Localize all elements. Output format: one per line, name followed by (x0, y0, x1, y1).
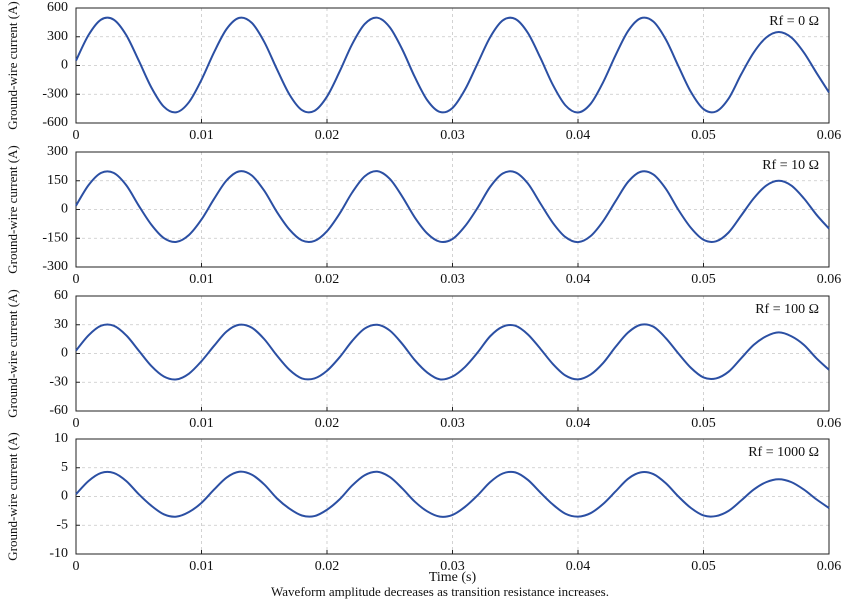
y-tick-label: -30 (49, 374, 68, 389)
y-tick-label: 5 (61, 460, 68, 475)
x-tick-label: 0.05 (691, 416, 716, 431)
x-tick-label: 0.06 (817, 559, 842, 574)
waveform-line (75, 470, 830, 518)
x-tick-label: 0.05 (691, 272, 716, 287)
y-tick-label: -60 (49, 403, 68, 418)
y-tick-label: 30 (54, 317, 68, 332)
x-tick-label: 0 (73, 128, 80, 143)
x-tick-label: 0.03 (440, 416, 465, 431)
x-tick-label: 0.01 (189, 559, 214, 574)
x-tick-label: 0 (73, 559, 80, 574)
y-tick-label: -300 (42, 259, 68, 274)
x-tick-label: 0.04 (566, 272, 591, 287)
waveform-line (75, 170, 830, 244)
x-tick-label: 0.06 (817, 416, 842, 431)
y-axis-label: Ground-wire current (A) (5, 145, 20, 274)
x-tick-label: 0.01 (189, 416, 214, 431)
x-tick-label: 0.04 (566, 416, 591, 431)
y-axis-label: Ground-wire current (A) (5, 1, 20, 130)
y-tick-label: -150 (42, 230, 68, 245)
plot-frame (75, 7, 830, 124)
waveform-line (75, 16, 830, 114)
plot-frame (75, 438, 830, 555)
annotation: Rf = 0 Ω (769, 14, 819, 29)
y-tick-label: 300 (47, 144, 68, 159)
x-tick-label: 0.02 (315, 272, 340, 287)
x-tick-label: 0.02 (315, 559, 340, 574)
y-tick-label: 150 (47, 173, 68, 188)
y-tick-label: 300 (47, 29, 68, 44)
annotation: Rf = 10 Ω (762, 158, 819, 173)
y-tick-label: -300 (42, 86, 68, 101)
x-tick-label: 0.03 (440, 272, 465, 287)
y-tick-label: 600 (47, 0, 68, 15)
annotation: Rf = 100 Ω (755, 302, 819, 317)
x-tick-label: 0.05 (691, 128, 716, 143)
x-tick-label: 0.01 (189, 272, 214, 287)
x-tick-label: 0.04 (566, 128, 591, 143)
x-tick-label: 0.03 (440, 559, 465, 574)
x-tick-label: 0 (73, 416, 80, 431)
x-tick-label: 0.02 (315, 416, 340, 431)
x-tick-label: 0.05 (691, 559, 716, 574)
y-tick-label: 0 (61, 489, 68, 504)
x-tick-label: 0.06 (817, 272, 842, 287)
y-tick-label: -10 (49, 546, 68, 561)
y-tick-label: 0 (61, 58, 68, 73)
waveform-line (75, 323, 830, 381)
y-tick-label: 0 (61, 202, 68, 217)
y-tick-label: -5 (56, 517, 68, 532)
annotation: Rf = 1000 Ω (748, 445, 819, 460)
y-tick-label: 0 (61, 346, 68, 361)
x-axis-label: Time (s) (429, 570, 477, 585)
x-tick-label: 0.04 (566, 559, 591, 574)
x-tick-label: 0.01 (189, 128, 214, 143)
y-tick-label: 10 (54, 431, 68, 446)
x-tick-label: 0 (73, 272, 80, 287)
x-tick-label: 0.02 (315, 128, 340, 143)
x-tick-label: 0.03 (440, 128, 465, 143)
y-axis-label: Ground-wire current (A) (5, 432, 20, 561)
caption: Waveform amplitude decreases as transiti… (271, 584, 609, 599)
plot-frame (75, 151, 830, 268)
y-tick-label: -600 (42, 115, 68, 130)
y-axis-label: Ground-wire current (A) (5, 289, 20, 418)
y-tick-label: 60 (54, 288, 68, 303)
x-tick-label: 0.06 (817, 128, 842, 143)
plot-frame (75, 295, 830, 412)
